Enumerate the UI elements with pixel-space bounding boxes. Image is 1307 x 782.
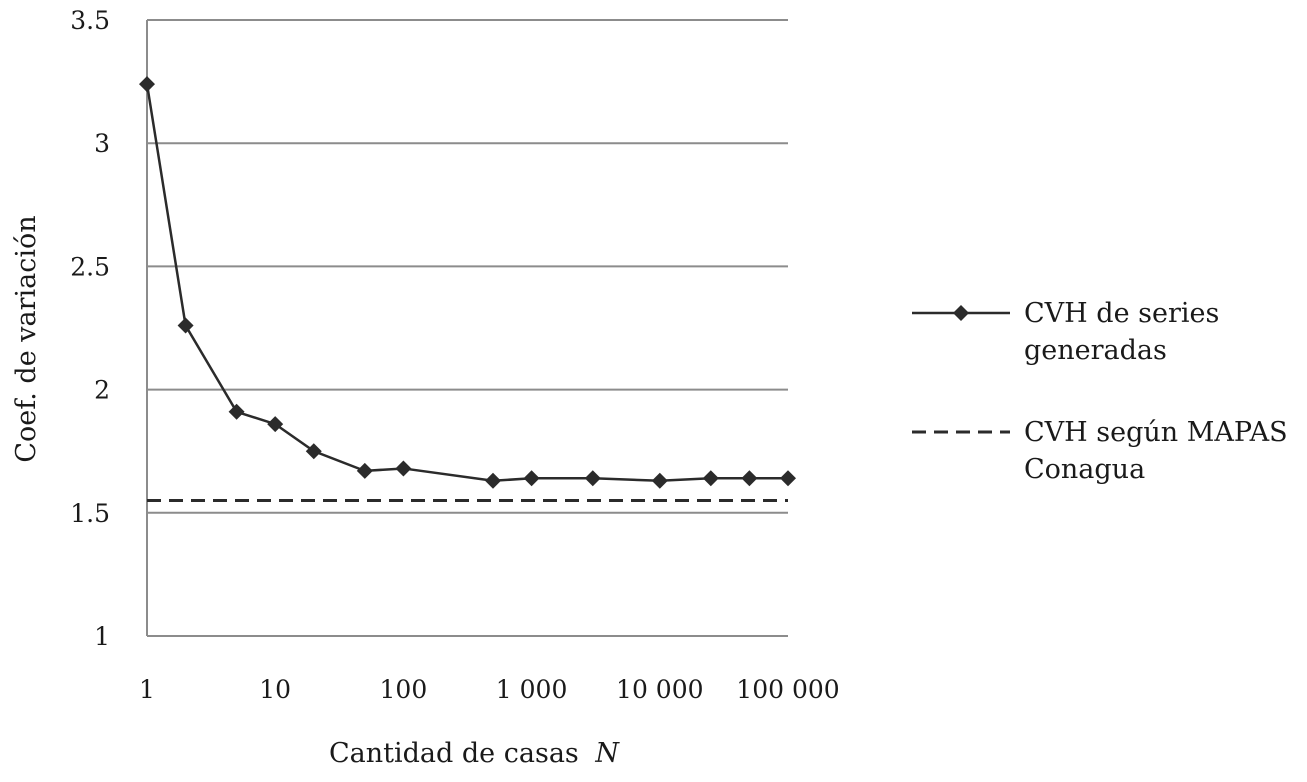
data-point xyxy=(741,470,758,487)
x-tick-label: 10 xyxy=(259,675,291,704)
y-tick-label: 3.5 xyxy=(70,6,110,35)
y-tick-label: 3 xyxy=(94,129,110,158)
data-point xyxy=(651,472,668,489)
data-point xyxy=(780,470,796,487)
x-axis-title-text: Cantidad de casas xyxy=(329,738,579,769)
data-point xyxy=(702,470,719,487)
x-axis-title: Cantidad de casas N xyxy=(329,738,620,769)
x-tick-label: 100 xyxy=(380,675,428,704)
x-tick-label: 1 000 xyxy=(496,675,568,704)
legend-item-mapas: CVH según MAPAS Conagua xyxy=(912,417,1288,485)
data-point xyxy=(584,470,601,487)
legend-label-generated-line1: CVH de series xyxy=(1024,298,1219,329)
legend-item-generated: CVH de series generadas xyxy=(912,298,1219,366)
data-point xyxy=(228,403,245,420)
data-point xyxy=(267,416,284,433)
data-point xyxy=(395,460,412,477)
x-axis-title-var: N xyxy=(594,738,620,769)
legend-label-mapas-line2: Conagua xyxy=(1024,454,1145,485)
series-line-generated xyxy=(145,83,788,483)
plot-area xyxy=(139,76,796,502)
data-point xyxy=(523,470,540,487)
y-tick-label: 2.5 xyxy=(70,252,110,281)
y-tick-label: 1.5 xyxy=(70,499,110,528)
legend: CVH de series generadas CVH según MAPAS … xyxy=(912,298,1288,485)
gridlines xyxy=(147,19,788,637)
x-tick-label: 10 000 xyxy=(616,675,703,704)
y-axis-title: Coef. de variación xyxy=(11,215,42,462)
x-tick-label: 1 xyxy=(139,675,155,704)
data-point xyxy=(177,317,194,334)
legend-label-generated-line2: generadas xyxy=(1024,335,1167,366)
x-tick-label: 100 000 xyxy=(736,675,839,704)
legend-marker-generated xyxy=(953,305,969,321)
data-point xyxy=(139,76,155,93)
y-tick-labels: 1 1.5 2 2.5 3 3.5 xyxy=(70,6,110,651)
y-tick-label: 1 xyxy=(94,622,110,651)
legend-label-mapas-line1: CVH según MAPAS xyxy=(1024,417,1288,448)
data-point xyxy=(305,443,322,460)
data-point xyxy=(356,462,373,479)
data-point xyxy=(485,472,502,489)
x-tick-labels: 1 10 100 1 000 10 000 100 000 xyxy=(139,675,840,704)
y-tick-label: 2 xyxy=(94,376,110,405)
